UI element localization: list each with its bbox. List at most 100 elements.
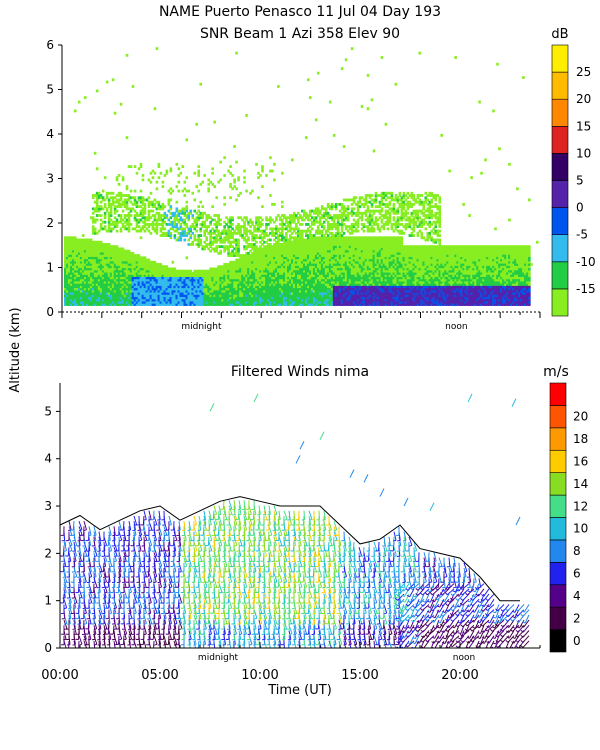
snr-cell — [346, 276, 350, 280]
snr-cell — [275, 285, 278, 289]
snr-cell — [350, 289, 354, 293]
snr-cell — [259, 300, 262, 304]
snr-cell — [314, 271, 318, 275]
snr-cell — [87, 247, 91, 251]
snr-cell — [348, 271, 352, 275]
snr-cell — [167, 285, 171, 289]
snr-cell — [215, 303, 218, 306]
snr-cell — [346, 238, 350, 242]
snr-cell — [137, 296, 141, 300]
snr-cell — [354, 300, 358, 304]
snr-cell — [251, 300, 254, 304]
snr-cell — [275, 283, 278, 286]
snr-cell — [71, 300, 75, 304]
snr-cell — [103, 256, 107, 260]
snr-cell — [255, 291, 258, 295]
snr-cell — [223, 278, 226, 282]
snr-cell — [161, 225, 165, 229]
snr-cell — [257, 271, 260, 275]
snr-cell — [143, 258, 147, 262]
snr-cell — [253, 251, 256, 255]
snr-cell — [87, 243, 91, 246]
snr-cell — [273, 243, 276, 246]
snr-cell — [271, 283, 274, 286]
snr-cell — [302, 245, 306, 249]
snr-cell — [332, 214, 336, 217]
snr-cell — [147, 274, 151, 277]
snr-cell — [287, 254, 290, 257]
snr-cell — [165, 234, 169, 237]
snr-cell — [330, 289, 334, 293]
snr-cell — [308, 209, 312, 213]
snr-cell — [338, 254, 342, 257]
snr-cell — [139, 269, 143, 273]
snr-cell — [304, 283, 308, 286]
snr-cell — [287, 240, 290, 244]
snr-cell — [149, 283, 153, 286]
snr-cell — [273, 296, 276, 300]
snr-cell — [324, 263, 328, 266]
snr-cell — [169, 231, 173, 235]
snr-cell — [318, 287, 322, 291]
snr-cell — [285, 254, 288, 257]
snr-cell — [297, 247, 300, 251]
snr-cell — [251, 267, 254, 271]
snr-cell — [107, 278, 111, 282]
snr-cell — [259, 223, 262, 226]
snr-cell — [163, 296, 167, 300]
snr-cell — [299, 236, 302, 240]
snr-cell — [169, 280, 173, 284]
snr-cell — [328, 287, 332, 291]
snr-cell — [71, 285, 75, 289]
snr-cell — [348, 251, 352, 255]
snr-cell — [302, 267, 306, 271]
snr-cell — [215, 287, 218, 291]
snr-cell — [169, 220, 173, 224]
snr-cell — [87, 260, 91, 264]
snr-cell — [306, 214, 310, 217]
snr-cell — [133, 198, 137, 202]
snr-cell — [261, 265, 264, 269]
snr-cell — [65, 256, 69, 260]
snr-cell — [229, 265, 232, 269]
snr-cell — [293, 220, 296, 224]
snr-cell — [161, 280, 165, 284]
snr-cell — [314, 276, 318, 280]
snr-cell — [83, 263, 87, 266]
snr-cell — [127, 274, 131, 277]
snr-cell — [330, 267, 334, 271]
snr-cell — [211, 296, 214, 300]
snr-cell — [173, 291, 177, 295]
snr-cell — [237, 285, 240, 289]
snr-cell — [342, 247, 346, 251]
snr-cell — [297, 263, 300, 266]
snr-cell — [231, 278, 234, 282]
snr-cell — [332, 236, 336, 240]
snr-cell — [121, 251, 125, 255]
snr-cell — [161, 202, 165, 206]
snr-cell — [155, 225, 159, 229]
snr-cell — [83, 260, 87, 264]
snr-cell — [283, 296, 286, 300]
snr-cell — [336, 202, 340, 206]
snr-cell — [295, 227, 298, 231]
snr-cell — [285, 271, 288, 275]
snr-cell — [263, 254, 266, 257]
snr-cell — [253, 247, 256, 251]
snr-cell — [199, 214, 203, 217]
snr-cell — [187, 298, 191, 302]
snr-cell — [291, 271, 294, 275]
snr-cell — [273, 231, 276, 235]
snr-cell — [249, 278, 252, 282]
snr-cell — [267, 267, 270, 271]
snr-cell — [265, 283, 268, 286]
snr-cell — [177, 285, 181, 289]
snr-cell — [215, 298, 218, 302]
snr-cell — [151, 294, 155, 298]
snr-cell — [223, 245, 226, 249]
snr-cell — [181, 285, 185, 289]
snr-cell — [207, 271, 210, 275]
snr-cell — [302, 298, 306, 302]
snr-cell — [229, 171, 232, 175]
snr-cell — [334, 225, 338, 229]
